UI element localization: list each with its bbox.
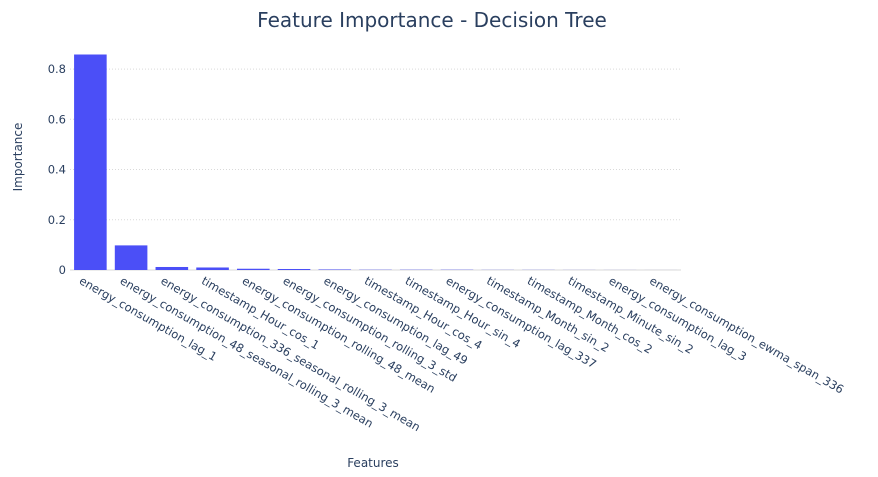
y-tick-label: 0.6 xyxy=(48,112,66,126)
y-tick-label: 0 xyxy=(59,263,66,277)
bar[interactable] xyxy=(74,54,107,271)
chart-title: Feature Importance - Decision Tree xyxy=(257,8,607,32)
x-axis-title: Features xyxy=(347,456,399,470)
y-tick-label: 0.8 xyxy=(48,62,66,76)
bar[interactable] xyxy=(318,269,352,270)
y-axis-ticks: 0 0.2 0.4 0.6 0.8 xyxy=(48,62,66,277)
bar[interactable] xyxy=(196,267,229,270)
bar[interactable] xyxy=(114,245,148,270)
bar[interactable] xyxy=(155,266,189,270)
bar[interactable] xyxy=(237,268,270,270)
bar[interactable] xyxy=(277,268,311,270)
y-tick-label: 0.4 xyxy=(48,163,66,177)
bars xyxy=(74,54,677,271)
y-tick-label: 0.2 xyxy=(48,213,66,227)
y-axis-title: Importance xyxy=(11,123,25,192)
